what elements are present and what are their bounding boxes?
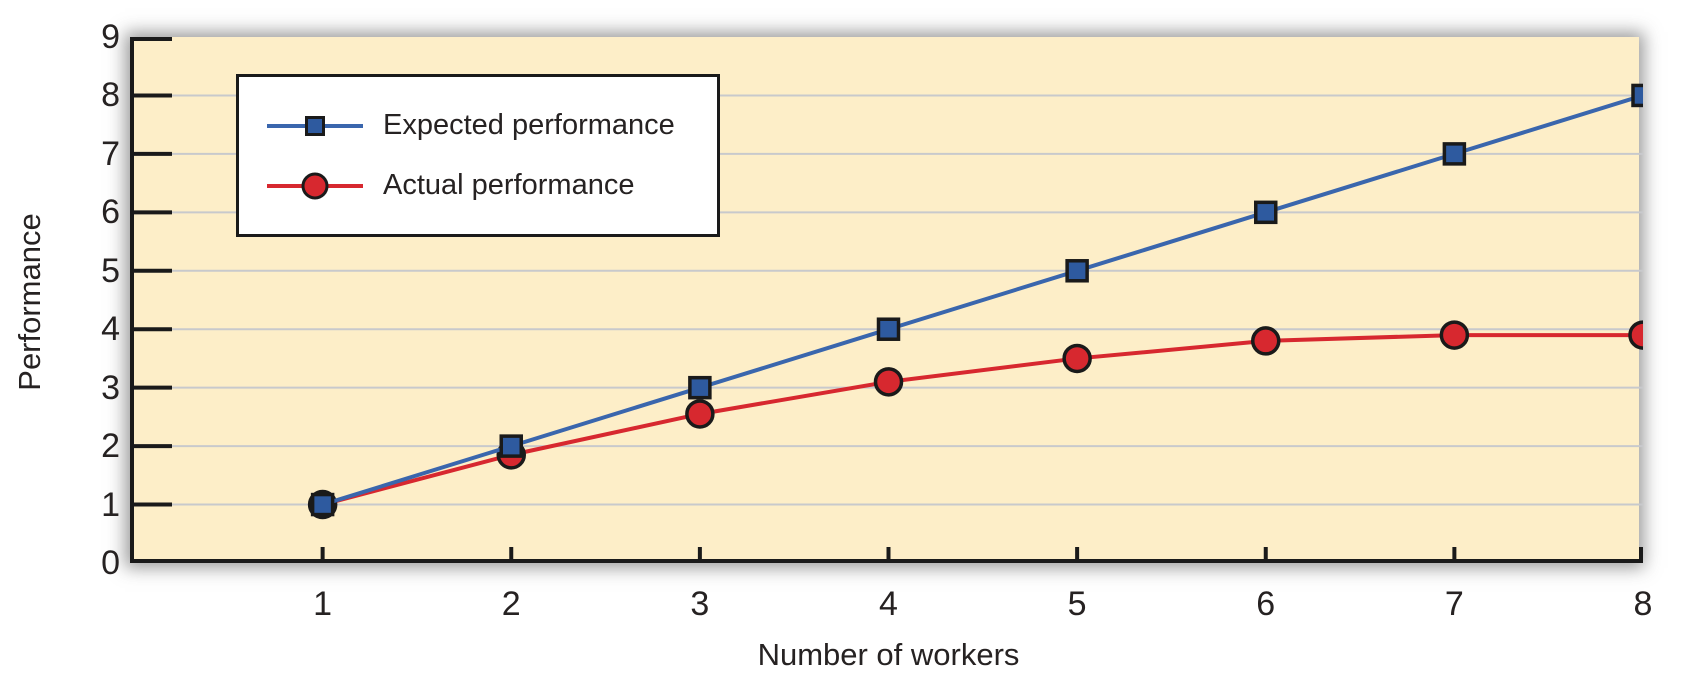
data-point-square bbox=[876, 317, 901, 341]
y-tick-label: 4 bbox=[101, 310, 120, 349]
data-point-square bbox=[499, 434, 523, 458]
y-tick-label: 8 bbox=[101, 76, 120, 115]
y-tick-label: 0 bbox=[101, 544, 120, 582]
x-tick-label: 5 bbox=[1067, 585, 1087, 623]
data-point-square bbox=[310, 492, 335, 517]
series-line bbox=[322, 93, 1643, 507]
legend-item-label: Expected performance bbox=[383, 109, 675, 141]
x-tick-label: 3 bbox=[690, 585, 710, 623]
data-point-circle bbox=[873, 367, 904, 397]
data-point-square bbox=[1442, 142, 1467, 166]
x-tick-label: 2 bbox=[501, 585, 521, 623]
plot-area: Expected performance Actual performance bbox=[130, 37, 1643, 563]
x-tick-label: 8 bbox=[1633, 585, 1653, 623]
data-point-square bbox=[1631, 83, 1643, 108]
y-tick-label: 1 bbox=[101, 485, 120, 524]
legend-item: Expected performance bbox=[267, 104, 717, 148]
data-point-circle bbox=[1062, 343, 1092, 374]
data-point-circle bbox=[1439, 320, 1470, 350]
y-axis-title: Performance bbox=[12, 213, 47, 391]
data-point-square bbox=[1254, 200, 1278, 225]
y-tick-label: 6 bbox=[101, 193, 120, 232]
data-point-square bbox=[688, 375, 712, 400]
x-tick-label: 4 bbox=[879, 585, 898, 623]
legend: Expected performance Actual performance bbox=[236, 74, 720, 237]
legend-marker-circle-icon bbox=[301, 172, 329, 199]
y-tick-label: 3 bbox=[101, 368, 120, 407]
legend-marker-square-icon bbox=[305, 115, 325, 136]
x-tick-label: 1 bbox=[313, 585, 333, 623]
data-point-circle bbox=[1628, 320, 1643, 350]
y-tick-label: 5 bbox=[101, 251, 120, 290]
data-point-square bbox=[1065, 259, 1089, 283]
legend-line-sample bbox=[267, 172, 363, 199]
y-tick-label: 7 bbox=[101, 134, 120, 173]
y-tick-label: 2 bbox=[101, 427, 120, 466]
legend-item: Actual performance bbox=[267, 164, 717, 208]
y-tick-label: 9 bbox=[101, 18, 120, 56]
x-tick-label: 7 bbox=[1444, 585, 1464, 623]
data-point-circle bbox=[685, 399, 715, 429]
series-line bbox=[322, 333, 1643, 507]
legend-item-label: Actual performance bbox=[383, 169, 635, 201]
x-axis-title: Number of workers bbox=[757, 637, 1020, 672]
legend-line-sample bbox=[267, 115, 363, 136]
data-point-circle bbox=[1251, 326, 1281, 356]
x-tick-label: 6 bbox=[1256, 585, 1276, 623]
